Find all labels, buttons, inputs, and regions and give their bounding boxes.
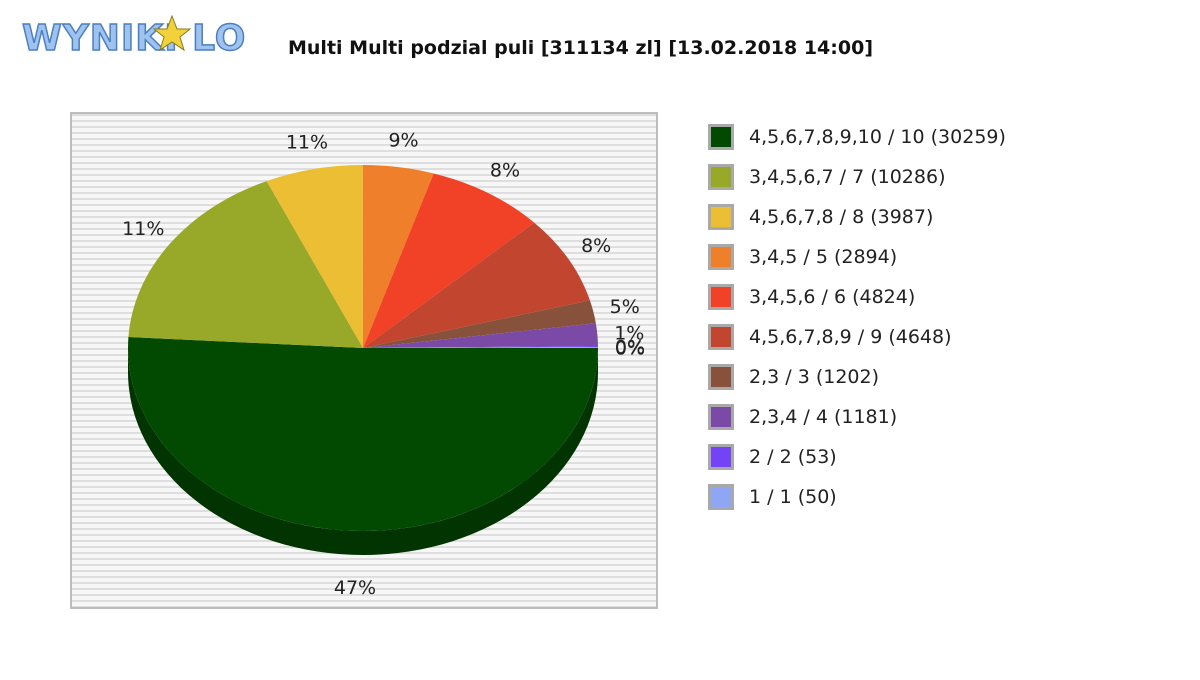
pct-label-6: 8% (581, 235, 611, 257)
legend-label-4: 3,4,5 / 5 (2894) (749, 246, 898, 268)
legend-label-9: 2 / 2 (53) (749, 446, 837, 468)
legend-label-7: 2,3 / 3 (1202) (749, 366, 880, 388)
legend-swatch-3 (708, 204, 734, 230)
pct-label-1: 47% (334, 577, 376, 599)
pie-slice-6 (363, 222, 590, 348)
legend-label-6: 4,5,6,7,8,9 / 9 (4648) (749, 326, 952, 348)
legend-label-3: 4,5,6,7,8 / 8 (3987) (749, 206, 934, 228)
pie-group: 47%11%11% 9%8%8%5%1%0%0% (122, 129, 645, 598)
logo-text: WYNIKI LOTTO (22, 18, 245, 59)
legend-swatch-4 (708, 244, 734, 270)
pct-label-2: 11% (122, 218, 164, 240)
star-icon (152, 14, 192, 52)
pie-slice-7 (363, 300, 596, 348)
legend-swatch-8 (708, 404, 734, 430)
legend-swatch-2 (708, 164, 734, 190)
legend-label-2: 3,4,5,6,7 / 7 (10286) (749, 166, 946, 188)
legend-label-8: 2,3,4 / 4 (1181) (749, 406, 898, 428)
legend-label-5: 3,4,5,6 / 6 (4824) (749, 286, 916, 308)
legend-swatch-1 (708, 124, 734, 150)
pct-label-9: 0% (615, 336, 645, 358)
pct-label-10: 0% (615, 337, 645, 359)
wyniki-lotto-logo: WYNIKI LOTTO (21, 14, 245, 60)
pct-label-5: 8% (490, 159, 520, 181)
pie-slice-8 (363, 323, 598, 348)
pie-slice-1 (128, 337, 598, 531)
pct-label-7: 5% (610, 296, 640, 318)
legend-swatch-10 (708, 484, 734, 510)
pie-slice-9 (363, 346, 598, 348)
legend-swatch-7 (708, 364, 734, 390)
legend-swatch-5 (708, 284, 734, 310)
pie-slice-3 (266, 165, 363, 348)
pie-slice-4 (362, 165, 434, 348)
legend-label-10: 1 / 1 (50) (749, 486, 837, 508)
legend-swatch-6 (708, 324, 734, 350)
legend-swatch-9 (708, 444, 734, 470)
legend-label-1: 4,5,6,7,8,9,10 / 10 (30259) (749, 126, 1006, 148)
pct-label-8: 1% (614, 323, 644, 345)
pie-slice-5 (363, 173, 535, 348)
pie-slice-10 (363, 347, 598, 348)
chart-title: Multi Multi podzial puli [311134 zl] [13… (288, 37, 874, 59)
pct-label-4: 9% (388, 129, 418, 151)
pie-slice-2 (128, 181, 363, 348)
pct-label-3: 11% (286, 132, 328, 154)
